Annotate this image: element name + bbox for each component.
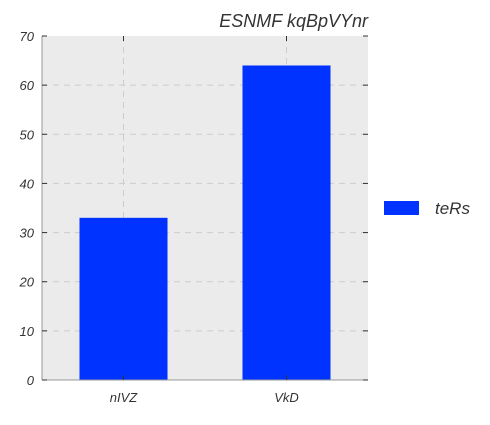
legend-label: teRs [435,199,470,218]
y-tick-label: 20 [19,275,35,290]
bar-nIVZ [79,217,168,380]
y-tick-label: 70 [20,29,35,44]
x-tick-label: VkD [274,390,299,405]
x-tick-label: nIVZ [110,390,139,405]
bar-VkD [242,65,331,380]
y-tick-label: 10 [20,324,35,339]
plot-area: 0 10 20 30 40 50 60 70 nIVZ VkD [19,29,368,405]
y-tick-label: 60 [20,78,35,93]
y-tick-label: 40 [20,176,35,191]
y-tick-label: 50 [20,127,35,142]
legend: teRs [384,199,470,218]
y-tick-label: 30 [20,226,35,241]
legend-swatch [384,201,419,215]
chart-title: ESNMF kqBpVYnr [219,11,369,31]
y-tick-label: 0 [27,373,35,388]
